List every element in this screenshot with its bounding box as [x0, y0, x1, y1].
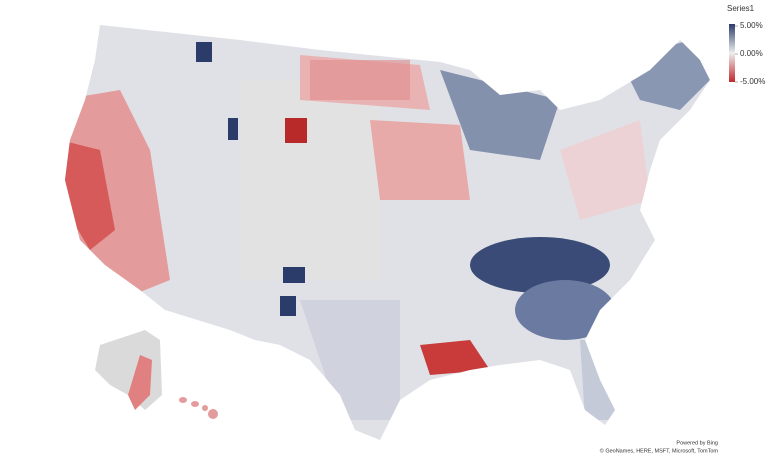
hawaii: [179, 397, 218, 419]
legend-title: Series1: [727, 4, 755, 13]
alaska: [95, 330, 162, 410]
legend-bar: [729, 24, 735, 82]
alaska-highlight: [128, 355, 152, 410]
legend-tick-label: -5.00%: [740, 77, 765, 86]
attribution: © GeoNames, HERE, MSFT, Microsoft, TomTo…: [600, 447, 719, 454]
legend: Series1 5.00% 0.00% -5.00%: [727, 4, 765, 86]
attribution: Powered by Bing: [676, 440, 718, 446]
legend-tick-label: 0.00%: [740, 49, 763, 58]
legend-tick-label: 5.00%: [740, 21, 763, 30]
